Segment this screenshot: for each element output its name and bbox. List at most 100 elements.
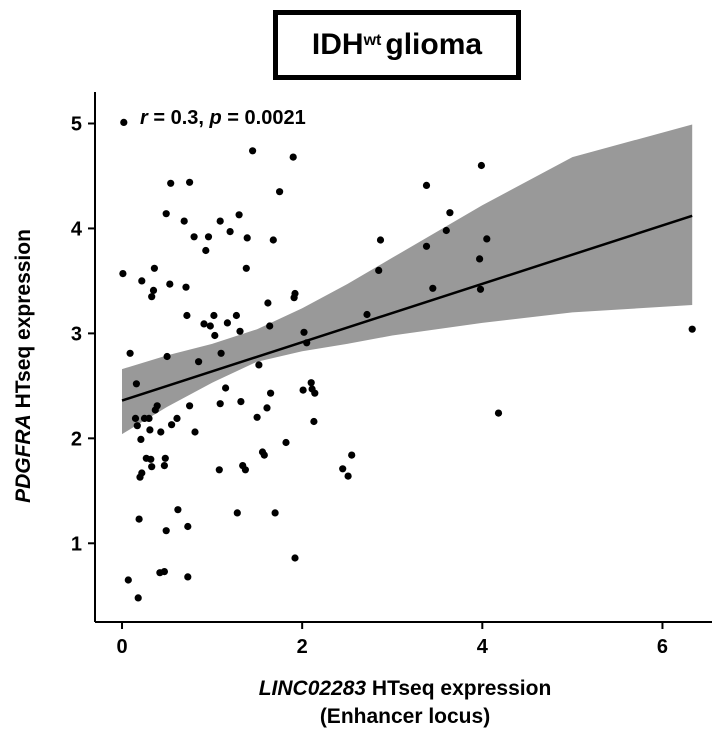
- data-point: [124, 576, 132, 584]
- data-point: [184, 522, 192, 531]
- data-point: [223, 319, 231, 327]
- data-point: [276, 188, 284, 196]
- data-point: [190, 233, 198, 241]
- data-point: [446, 209, 454, 217]
- data-point: [363, 310, 371, 319]
- data-point: [688, 325, 696, 333]
- data-point: [242, 264, 250, 272]
- data-point: [210, 311, 218, 320]
- data-point: [477, 161, 485, 170]
- data-point: [217, 349, 225, 357]
- data-point: [442, 226, 450, 235]
- data-point: [131, 414, 140, 422]
- data-point: [134, 594, 142, 602]
- chart-title-superscript: wt: [363, 32, 382, 49]
- data-point: [348, 451, 356, 459]
- x-tick-label: 6: [657, 636, 668, 658]
- y-tick-label: 1: [71, 533, 82, 555]
- data-point: [162, 210, 170, 218]
- data-point: [266, 322, 274, 330]
- axes-layer: 0 2 4 6 1 2 3 4 5: [71, 92, 712, 658]
- x-axis-title-line2: (Enhancer locus): [320, 705, 490, 728]
- x-tick-label: 0: [116, 636, 127, 658]
- y-tick-label: 2: [71, 428, 82, 450]
- x-tick-label: 2: [297, 636, 308, 658]
- data-point: [138, 277, 146, 285]
- data-point: [133, 422, 141, 430]
- confidence-band-layer: [122, 124, 693, 435]
- data-point: [375, 266, 383, 274]
- data-point: [137, 435, 145, 443]
- data-point: [173, 414, 181, 422]
- data-point: [146, 426, 154, 434]
- data-point: [216, 400, 224, 408]
- data-point: [422, 242, 431, 250]
- data-point: [120, 118, 128, 126]
- data-point: [216, 217, 224, 225]
- data-point: [211, 331, 219, 340]
- data-point: [226, 228, 234, 236]
- data-point: [215, 466, 223, 474]
- data-point: [310, 417, 318, 426]
- y-tick-label: 4: [71, 218, 83, 240]
- data-point: [494, 409, 503, 417]
- data-point: [168, 421, 176, 429]
- data-point: [307, 379, 315, 387]
- x-axis-title-italic: LINC02283: [259, 677, 367, 700]
- data-point: [151, 406, 159, 414]
- data-point: [344, 472, 352, 480]
- y-tick-label: 3: [71, 323, 82, 345]
- data-point: [161, 454, 169, 462]
- chart-title-suffix: glioma: [385, 28, 483, 61]
- data-point: [186, 178, 194, 186]
- data-point: [191, 428, 199, 436]
- data-points-layer: [119, 118, 696, 602]
- data-point: [243, 234, 251, 242]
- data-point: [148, 463, 156, 471]
- data-point: [483, 235, 491, 243]
- data-point: [180, 217, 188, 225]
- data-point: [200, 320, 208, 328]
- x-tick-label: 4: [477, 636, 489, 658]
- data-point: [206, 322, 214, 330]
- data-point: [476, 285, 485, 293]
- data-point: [339, 465, 347, 473]
- x-axis-title: LINC02283 HTseq expression: [259, 677, 552, 700]
- data-point: [249, 147, 257, 155]
- data-point: [260, 451, 268, 459]
- y-axis-title-rest: HTseq expression: [12, 229, 35, 414]
- data-point: [303, 339, 311, 347]
- data-point: [135, 515, 143, 523]
- data-point: [202, 246, 210, 255]
- data-point: [174, 506, 182, 514]
- data-point: [282, 438, 290, 447]
- data-point: [132, 380, 140, 388]
- data-point: [271, 509, 279, 517]
- data-point: [150, 264, 158, 272]
- data-point: [186, 402, 194, 410]
- data-point: [291, 289, 299, 298]
- data-point: [263, 404, 271, 412]
- data-point: [232, 311, 240, 320]
- data-point: [163, 352, 171, 361]
- data-point: [291, 554, 299, 562]
- fit-line-layer: [121, 214, 693, 402]
- r-value: = 0.3,: [148, 107, 210, 129]
- data-point: [160, 462, 168, 470]
- data-point: [222, 384, 230, 392]
- r-label: r: [140, 107, 149, 129]
- data-point: [253, 413, 261, 421]
- data-point: [182, 283, 190, 291]
- data-point: [300, 328, 308, 336]
- x-axis-title-rest: HTseq expression: [366, 677, 551, 700]
- p-value: = 0.0021: [222, 107, 306, 129]
- data-point: [183, 311, 191, 320]
- confidence-band: [122, 124, 693, 435]
- data-point: [157, 428, 165, 436]
- data-point: [147, 455, 155, 463]
- data-point: [160, 568, 168, 576]
- data-point: [167, 179, 175, 187]
- regression-line: [121, 214, 693, 402]
- data-point: [236, 327, 244, 335]
